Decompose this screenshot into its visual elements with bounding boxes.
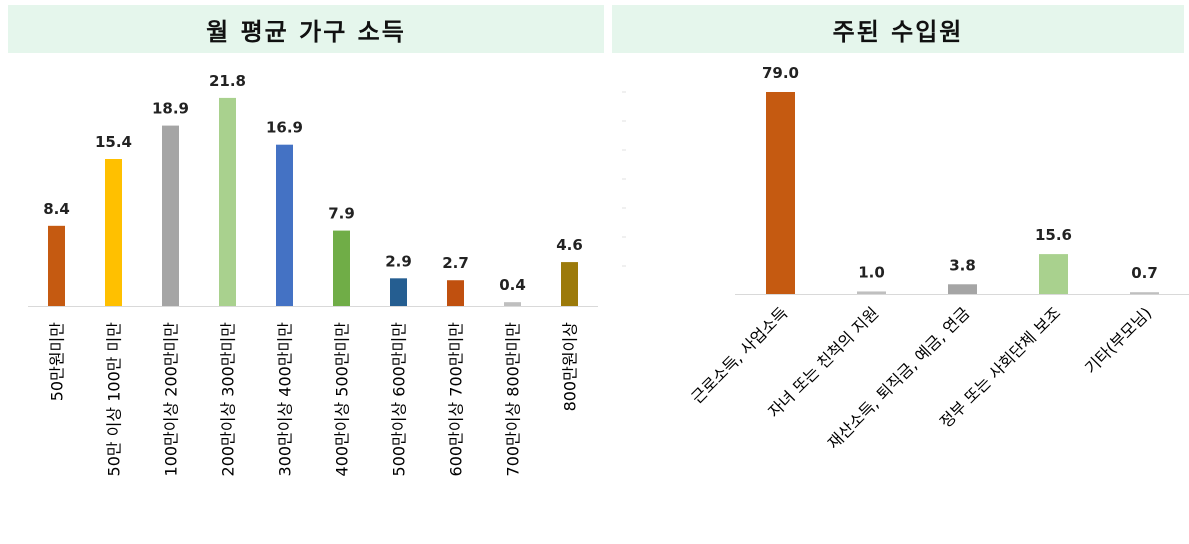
left-category-label-4: 300만이상 400만미만 <box>276 322 295 477</box>
left-value-label-0: 8.4 <box>43 200 70 218</box>
right-category-label-0: 근로소득, 사업소득 <box>687 303 791 407</box>
left-category-label-7: 600만이상 700만미만 <box>447 322 466 477</box>
right-bar-4 <box>1130 292 1159 295</box>
left-bar-7 <box>447 280 464 306</box>
left-value-label-8: 0.4 <box>499 276 526 294</box>
right-bar-3 <box>1039 254 1068 294</box>
right-bar-1 <box>857 291 886 294</box>
left-value-label-1: 15.4 <box>95 133 132 151</box>
left-bar-0 <box>48 225 65 306</box>
right-value-label-3: 15.6 <box>1035 226 1072 244</box>
left-value-label-3: 21.8 <box>209 72 246 90</box>
right-value-label-2: 3.8 <box>949 256 976 274</box>
left-value-label-2: 18.9 <box>152 100 189 118</box>
left-category-label-1: 50만 이상 100만 미만 <box>105 322 124 477</box>
left-value-label-4: 16.9 <box>266 119 303 137</box>
left-bar-8 <box>504 302 521 306</box>
left-value-label-5: 7.9 <box>328 205 355 223</box>
left-category-label-2: 100만이상 200만미만 <box>162 322 181 477</box>
right-chart-title: 주된 수입원 <box>612 5 1184 53</box>
left-value-label-6: 2.9 <box>385 252 412 270</box>
left-chart-title: 월 평균 가구 소득 <box>8 5 604 53</box>
left-bar-2 <box>162 125 179 306</box>
left-bar-1 <box>105 159 122 306</box>
left-value-label-7: 2.7 <box>442 254 469 272</box>
left-bar-6 <box>390 278 407 306</box>
left-category-label-8: 700만이상 800만미만 <box>504 322 523 477</box>
left-category-label-6: 500만이상 600만미만 <box>390 322 409 477</box>
left-bar-5 <box>333 230 350 306</box>
left-category-label-3: 200만이상 300만미만 <box>219 322 238 477</box>
right-bar-0 <box>766 92 795 294</box>
right-bar-2 <box>948 284 977 294</box>
left-category-label-0: 50만원미만 <box>48 322 67 402</box>
left-bar-3 <box>219 97 236 306</box>
left-bar-4 <box>276 144 293 306</box>
right-category-label-4: 기타(부모님) <box>1081 303 1155 377</box>
right-value-label-0: 79.0 <box>762 64 799 82</box>
left-value-label-9: 4.6 <box>556 236 583 254</box>
right-value-label-4: 0.7 <box>1131 264 1158 282</box>
right-value-label-1: 1.0 <box>858 263 885 281</box>
left-category-label-9: 800만원이상 <box>561 322 580 412</box>
left-bar-9 <box>561 262 578 306</box>
left-category-label-5: 400만이상 500만미만 <box>333 322 352 477</box>
